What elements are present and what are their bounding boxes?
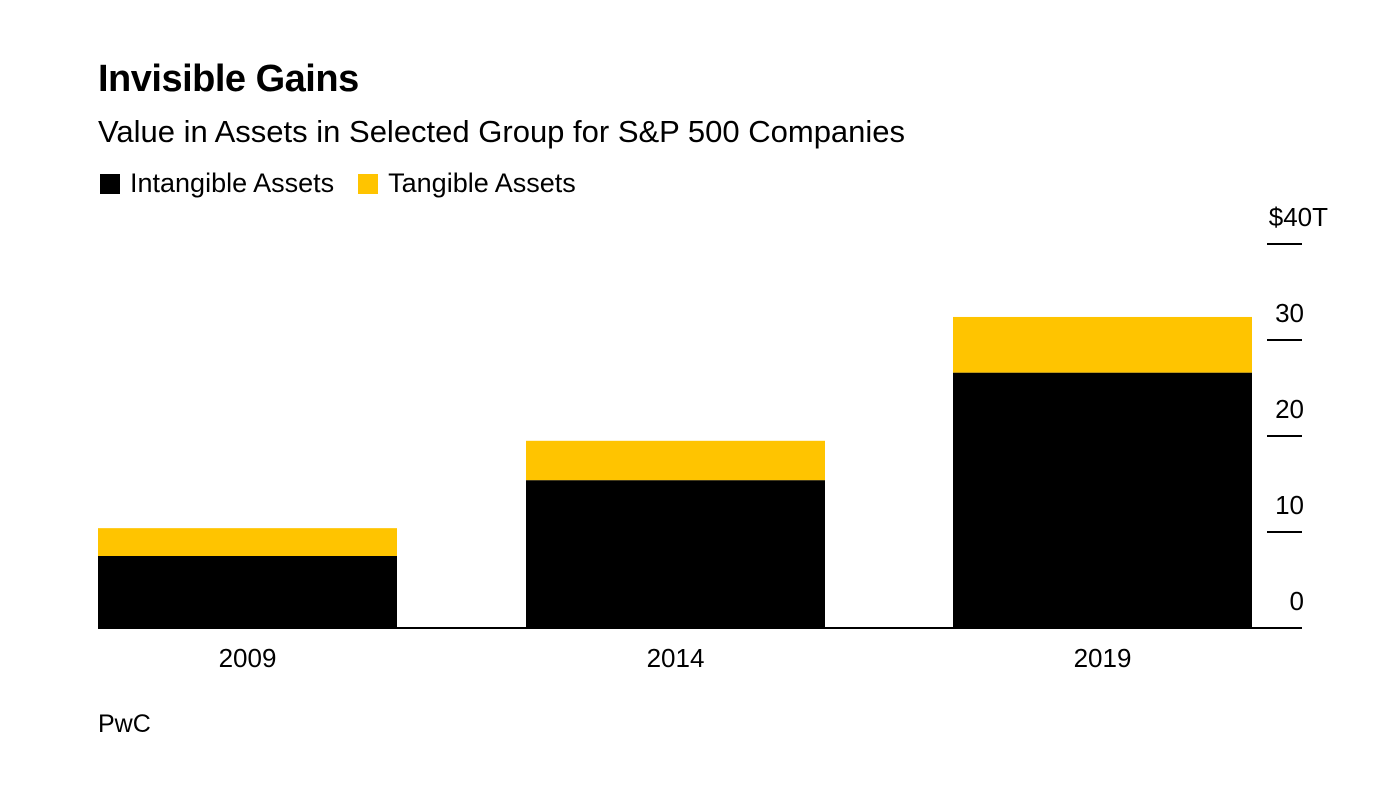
x-tick-label-2014: 2014	[647, 643, 705, 673]
legend-swatch-intangible	[100, 173, 120, 194]
bar-intangible-2019	[953, 372, 1252, 628]
bar-intangible-2009	[98, 556, 397, 628]
y-tick-label-30: 30	[1275, 298, 1304, 328]
legend-item-intangible: Intangible Assets	[100, 168, 334, 199]
bar-tangible-2009	[98, 528, 397, 556]
y-tick-label-20: 20	[1275, 394, 1304, 424]
source-note: PwC	[98, 710, 151, 738]
y-tick-label-0: 0	[1290, 586, 1304, 616]
bar-intangible-2014	[526, 480, 825, 628]
bar-tangible-2019	[953, 316, 1252, 373]
x-tick-label-2009: 2009	[219, 643, 277, 673]
legend-label-tangible: Tangible Assets	[388, 168, 576, 198]
legend-swatch-tangible	[358, 173, 379, 194]
chart-subtitle: Value in Assets in Selected Group for S&…	[98, 114, 906, 149]
legend-item-tangible: Tangible Assets	[358, 168, 576, 199]
x-tick-label-2019: 2019	[1074, 643, 1132, 673]
legend-label-intangible: Intangible Assets	[130, 168, 335, 198]
bar-tangible-2014	[526, 440, 825, 481]
chart-title: Invisible Gains	[98, 58, 359, 100]
y-tick-label-10: 10	[1275, 490, 1304, 520]
y-tick-label-40: $40T	[1269, 202, 1328, 232]
legend: Intangible Assets Tangible Assets	[100, 168, 600, 199]
